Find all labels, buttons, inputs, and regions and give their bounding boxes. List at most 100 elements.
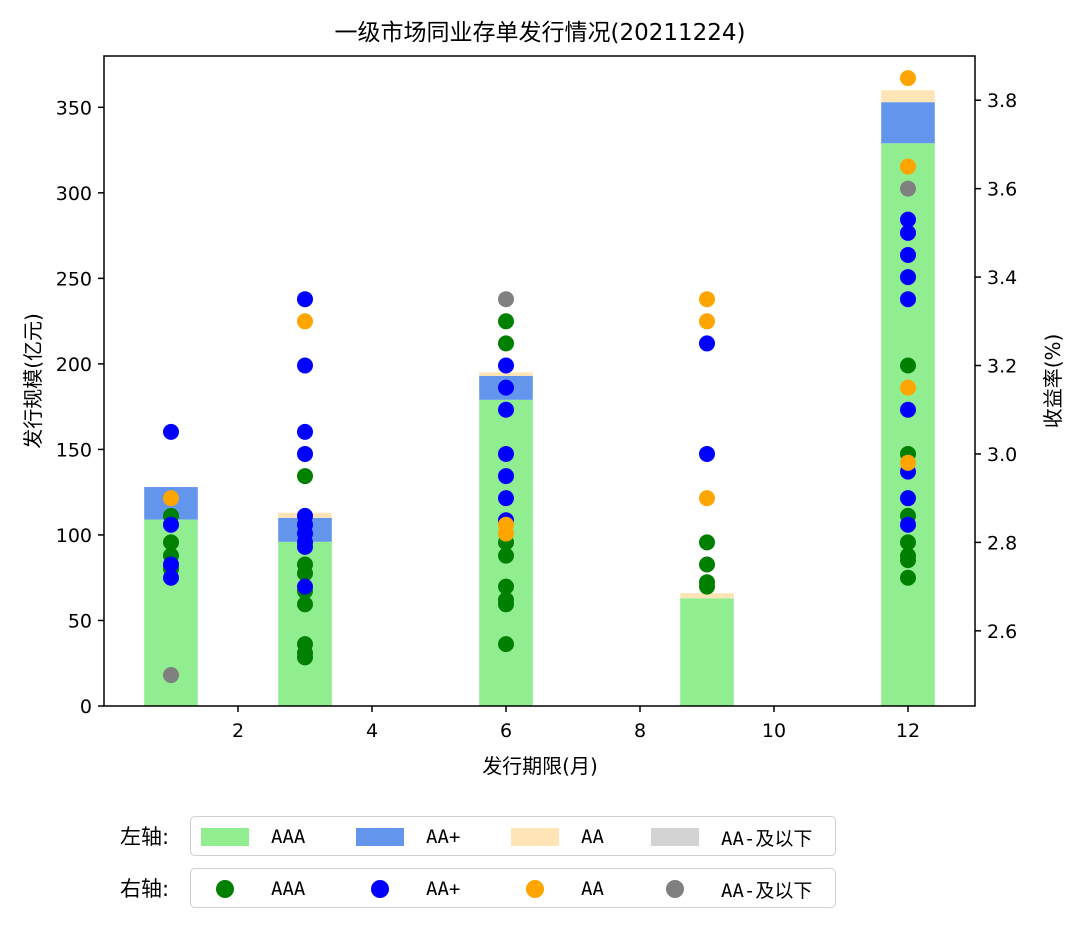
- point-AA+-14: [498, 357, 514, 374]
- y-left-tick-label: 100: [56, 525, 92, 547]
- legend-marker-icon: [666, 880, 684, 898]
- point-AA-及以下-0: [163, 667, 179, 684]
- point-AA-10: [900, 454, 916, 471]
- point-AAA-1: [163, 534, 179, 551]
- y-right-tick-label: 3.0: [987, 444, 1017, 466]
- point-AA-及以下-2: [900, 180, 916, 197]
- point-AAA-24: [900, 357, 916, 374]
- point-AAA-4: [297, 468, 313, 485]
- point-AAA-15: [498, 547, 514, 564]
- point-AA+-21: [699, 335, 715, 352]
- point-AAA-21: [699, 556, 715, 573]
- legend-swatch-icon: [511, 828, 559, 846]
- legend-left-item: AA-及以下: [651, 817, 812, 857]
- y-right-axis-label: 收益率(%): [1041, 334, 1065, 429]
- y-right-axis-ticks: 2.6 2.8 3.0 3.2 3.4 3.6 3.8: [975, 90, 1017, 643]
- legend-left-item: AA: [511, 817, 604, 857]
- point-AA+-23: [900, 211, 916, 228]
- y-right-tick-label: 3.2: [987, 356, 1017, 378]
- point-AAA-19: [498, 636, 514, 653]
- point-AA+-4: [297, 291, 313, 308]
- point-AAA-23: [699, 578, 715, 595]
- legend-marker-icon: [526, 880, 544, 898]
- point-AA+-19: [498, 490, 514, 507]
- point-AA+-17: [498, 445, 514, 462]
- point-AA+-16: [498, 401, 514, 418]
- y-left-axis-label: 发行规模(亿元): [21, 313, 45, 449]
- legend-left-title: 左轴:: [120, 825, 170, 849]
- point-AA-3: [498, 525, 514, 542]
- legend-right-box: AAA AA+ AA AA-及以下: [190, 868, 836, 908]
- legend-left-label: AA-及以下: [721, 827, 813, 850]
- chart-canvas: 一级市场同业存单发行情况(20211224) 2 4 6 8 10 12 0 50 100 15…: [21, 20, 1065, 778]
- legend-left-item: AA+: [356, 817, 460, 857]
- point-AA-9: [900, 379, 916, 396]
- legend-left-axis: 左轴: AAA AA+ AA AA-及以下: [120, 814, 836, 858]
- y-left-tick-label: 200: [56, 354, 92, 376]
- point-AA-8: [900, 158, 916, 175]
- legend-swatch-icon: [201, 828, 249, 846]
- legend-swatch-icon: [356, 828, 404, 846]
- legend-left-box: AAA AA+ AA AA-及以下: [190, 816, 836, 856]
- legend-left-label: AA: [581, 826, 604, 848]
- point-AAA-30: [900, 569, 916, 586]
- bar-AA-9: [680, 593, 734, 599]
- point-AA+-3: [163, 569, 179, 586]
- legend-marker-icon: [216, 880, 234, 898]
- legend-right-axis: 右轴: AAA AA+ AA AA-及以下: [120, 866, 836, 910]
- point-AA-4: [699, 291, 715, 308]
- point-AA-5: [699, 313, 715, 330]
- legend-right-item: AA+: [356, 869, 460, 909]
- legend-right-label: AA-及以下: [721, 879, 813, 902]
- point-AA+-31: [900, 516, 916, 533]
- x-tick-label: 2: [232, 720, 244, 742]
- point-AA+-30: [900, 490, 916, 507]
- point-AA+-25: [900, 246, 916, 263]
- y-right-tick-label: 3.6: [987, 179, 1017, 201]
- bars-layer: [144, 90, 935, 707]
- points-layer: [163, 70, 916, 684]
- bar-AA-6: [479, 372, 533, 376]
- y-left-tick-label: 350: [56, 97, 92, 119]
- point-AA+-24: [900, 224, 916, 241]
- point-AAA-18: [498, 596, 514, 613]
- point-AAA-11: [297, 649, 313, 666]
- y-right-tick-label: 3.8: [987, 90, 1017, 112]
- point-AA+-13: [297, 578, 313, 595]
- point-AAA-29: [900, 552, 916, 569]
- point-AA+-28: [900, 401, 916, 418]
- x-axis-label: 发行期限(月): [482, 754, 598, 778]
- point-AA+-12: [297, 538, 313, 555]
- point-AA-及以下-1: [498, 291, 514, 308]
- y-left-tick-label: 300: [56, 183, 92, 205]
- point-AAA-12: [498, 313, 514, 330]
- point-AAA-27: [900, 534, 916, 551]
- chart-title: 一级市场同业存单发行情况(20211224): [334, 20, 745, 46]
- legend-marker-icon: [371, 880, 389, 898]
- point-AA+-15: [498, 379, 514, 396]
- point-AAA-16: [498, 578, 514, 595]
- x-tick-label: 6: [500, 720, 512, 742]
- x-tick-label: 8: [634, 720, 646, 742]
- point-AAA-13: [498, 335, 514, 352]
- bar-AA-12: [881, 90, 935, 103]
- point-AA+-7: [297, 445, 313, 462]
- point-AA+-18: [498, 468, 514, 485]
- point-AA+-1: [163, 516, 179, 533]
- bar-AA+-12: [881, 102, 935, 144]
- point-AAA-6: [297, 565, 313, 582]
- legend-right-item: AA: [511, 869, 604, 909]
- legend-right-label: AA: [581, 878, 604, 900]
- point-AAA-20: [699, 534, 715, 551]
- legend-right-label: AA+: [426, 878, 461, 900]
- point-AAA-8: [297, 596, 313, 613]
- plot-frame: [103, 55, 976, 707]
- y-right-tick-label: 2.6: [987, 621, 1017, 643]
- point-AA+-5: [297, 357, 313, 374]
- bar-AAA-9: [680, 598, 734, 706]
- point-AA+-6: [297, 423, 313, 440]
- point-AA+-26: [900, 269, 916, 286]
- legend-right-label: AAA: [271, 878, 306, 900]
- y-left-tick-label: 0: [80, 696, 92, 718]
- point-AA+-22: [699, 445, 715, 462]
